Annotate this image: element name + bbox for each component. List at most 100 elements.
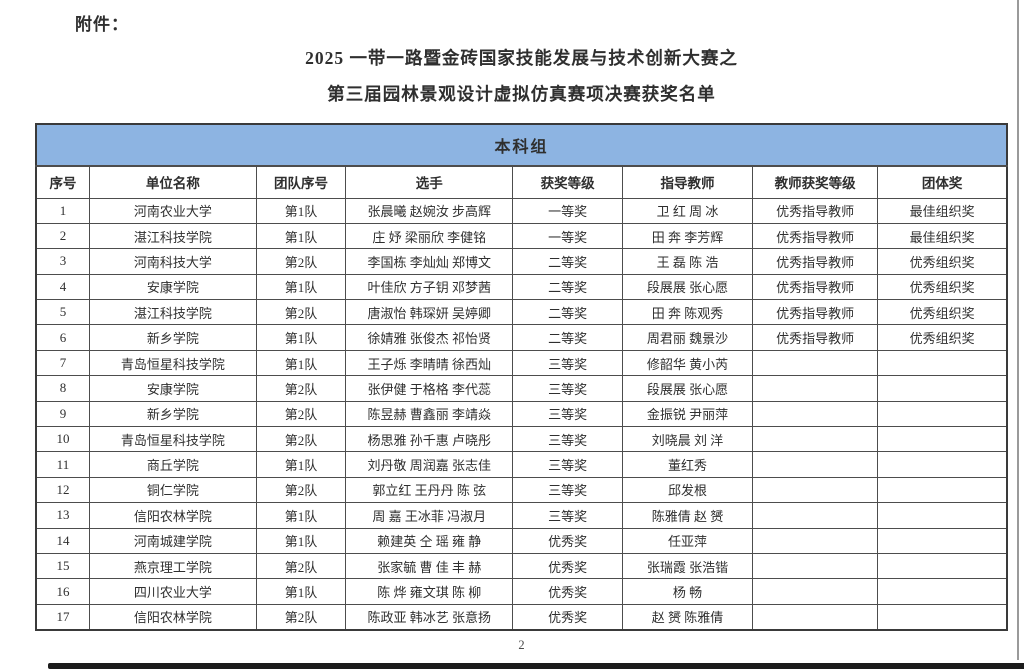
cell-unit: 河南城建学院 xyxy=(88,527,257,554)
cell-unit: 燕京理工学院 xyxy=(88,552,257,580)
cell-group_award xyxy=(877,527,1008,554)
cell-teachers: 田 奔 李芳辉 xyxy=(621,222,754,250)
cell-teacher_award: 优秀指导教师 xyxy=(752,248,879,275)
cell-award: 二等奖 xyxy=(512,248,623,275)
cell-teacher_award xyxy=(752,603,879,631)
cell-teachers: 王 磊 陈 浩 xyxy=(621,248,754,275)
cell-players: 赖建英 仝 瑶 雍 静 xyxy=(345,527,514,554)
cell-teachers: 张瑞霞 张浩锴 xyxy=(621,552,754,580)
cell-award: 优秀奖 xyxy=(512,552,623,580)
cell-teacher_award: 优秀指导教师 xyxy=(752,197,879,224)
cell-teachers: 段展展 张心愿 xyxy=(621,273,754,301)
cell-no: 3 xyxy=(35,248,90,275)
cell-teacher_award: 优秀指导教师 xyxy=(752,299,879,326)
table-row: 14 河南城建学院 第1队 赖建英 仝 瑶 雍 静优秀奖 任亚萍 xyxy=(35,527,1008,554)
cell-team: 第2队 xyxy=(255,299,347,326)
cell-group_award: 优秀组织奖 xyxy=(877,324,1008,351)
cell-group_award: 最佳组织奖 xyxy=(877,222,1008,250)
cell-teachers: 邱发根 xyxy=(621,476,754,504)
column-header-7: 团体奖 xyxy=(877,165,1008,199)
cell-players: 陈昱赫 曹鑫丽 李靖焱 xyxy=(345,400,514,428)
cell-players: 李国栋 李灿灿 郑博文 xyxy=(345,248,514,275)
table-row: 7 青岛恒星科技学院 第1队 王子烁 李晴晴 徐西灿 三等奖 修韶华 黄小芮 xyxy=(35,349,1008,377)
cell-unit: 青岛恒星科技学院 xyxy=(88,426,257,453)
cell-teachers: 任亚萍 xyxy=(621,527,754,554)
cell-teacher_award xyxy=(752,552,879,580)
table-row: 5 湛江科技学院 第2队 唐淑怡 韩琛妍 吴婷卿 二等奖田 奔 陈观秀 优秀指导教师 优秀组… xyxy=(35,299,1008,326)
attachment-label: 附件： xyxy=(75,15,129,34)
cell-players: 郭立红 王丹丹 陈 弦 xyxy=(345,476,514,504)
cell-no: 12 xyxy=(35,476,90,504)
title-line-1: 2025 一带一路暨金砖国家技能发展与技术创新大赛之 xyxy=(305,48,738,68)
cell-team: 第2队 xyxy=(255,248,347,275)
cell-teacher_award xyxy=(752,375,879,402)
cell-unit: 安康学院 xyxy=(88,375,257,402)
cell-award: 三等奖 xyxy=(512,451,623,478)
column-header-4: 获奖等级 xyxy=(512,165,623,199)
cell-group_award: 优秀组织奖 xyxy=(877,299,1008,326)
page-number: 2 xyxy=(518,638,525,652)
cell-players: 王子烁 李晴晴 徐西灿 xyxy=(345,349,514,377)
cell-teachers: 金振锐 尹丽萍 xyxy=(621,400,754,428)
cell-no: 13 xyxy=(35,502,90,529)
cell-group_award xyxy=(877,375,1008,402)
cell-players: 叶佳欣 方子钥 邓梦茜 xyxy=(345,273,514,301)
cell-group_award xyxy=(877,502,1008,529)
cell-award: 二等奖 xyxy=(512,324,623,351)
cell-team: 第1队 xyxy=(255,273,347,301)
cell-unit: 新乡学院 xyxy=(88,400,257,428)
cell-teacher_award xyxy=(752,476,879,504)
awards-table-head: 本科组 序号 单位名称 团队序号 选手 获奖等级 指导教师 教师获奖等级 团体奖 xyxy=(35,123,1008,199)
cell-no: 14 xyxy=(35,527,90,554)
cell-award: 三等奖 xyxy=(512,476,623,504)
cell-award: 三等奖 xyxy=(512,349,623,377)
cell-players: 徐婧雅 张俊杰 祁怡贤 xyxy=(345,324,514,351)
cell-teacher_award: 优秀指导教师 xyxy=(752,222,879,250)
cell-team: 第1队 xyxy=(255,527,347,554)
cell-team: 第1队 xyxy=(255,222,347,250)
cell-teachers: 赵 赟 陈雅倩 xyxy=(621,603,754,631)
cell-group_award xyxy=(877,426,1008,453)
cell-teacher_award xyxy=(752,502,879,529)
cell-players: 陈政亚 韩冰艺 张意扬 xyxy=(345,603,514,631)
cell-group_award xyxy=(877,578,1008,605)
cell-no: 2 xyxy=(35,222,90,250)
cell-unit: 新乡学院 xyxy=(88,324,257,351)
cell-teacher_award xyxy=(752,451,879,478)
scan-page-right-edge xyxy=(1017,0,1019,660)
table-row: 10 青岛恒星科技学院 第2队 杨思雅 孙千惠 卢晓彤 三等奖 刘晓晨 刘 洋 xyxy=(35,426,1008,453)
cell-teachers: 田 奔 陈观秀 xyxy=(621,299,754,326)
cell-group_award xyxy=(877,451,1008,478)
cell-award: 优秀奖 xyxy=(512,603,623,631)
column-header-1: 单位名称 xyxy=(88,165,257,199)
cell-unit: 四川农业大学 xyxy=(88,578,257,605)
awards-table-body: 1 河南农业大学 第1队 张晨曦 赵婉汝 步高辉 一等奖卫 红 周 冰优秀指导教师 最佳组… xyxy=(35,197,1008,631)
cell-team: 第2队 xyxy=(255,476,347,504)
cell-no: 10 xyxy=(35,426,90,453)
cell-teacher_award xyxy=(752,578,879,605)
column-header-3: 选手 xyxy=(345,165,514,199)
group-banner: 本科组 xyxy=(35,123,1008,167)
cell-teachers: 卫 红 周 冰 xyxy=(621,197,754,224)
cell-team: 第2队 xyxy=(255,603,347,631)
cell-group_award xyxy=(877,400,1008,428)
cell-team: 第1队 xyxy=(255,502,347,529)
cell-no: 9 xyxy=(35,400,90,428)
cell-award: 一等奖 xyxy=(512,222,623,250)
cell-teachers: 周君丽 魏景沙 xyxy=(621,324,754,351)
column-header-5: 指导教师 xyxy=(621,165,754,199)
cell-unit: 安康学院 xyxy=(88,273,257,301)
cell-team: 第1队 xyxy=(255,578,347,605)
cell-no: 16 xyxy=(35,578,90,605)
cell-teacher_award xyxy=(752,527,879,554)
cell-unit: 商丘学院 xyxy=(88,451,257,478)
cell-group_award: 优秀组织奖 xyxy=(877,273,1008,301)
cell-no: 6 xyxy=(35,324,90,351)
cell-group_award: 最佳组织奖 xyxy=(877,197,1008,224)
cell-teacher_award xyxy=(752,400,879,428)
cell-no: 15 xyxy=(35,552,90,580)
cell-team: 第2队 xyxy=(255,375,347,402)
cell-award: 二等奖 xyxy=(512,299,623,326)
column-header-row: 序号 单位名称 团队序号 选手 获奖等级 指导教师 教师获奖等级 团体奖 xyxy=(35,165,1008,199)
